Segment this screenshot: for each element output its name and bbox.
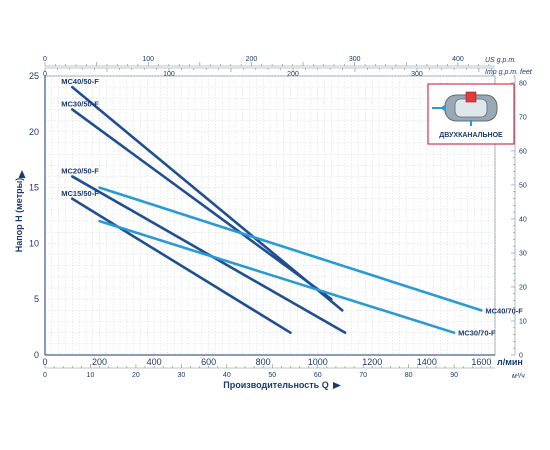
top-us-tick-label: 0 xyxy=(43,56,47,63)
bottom-m3h-tick-label: 60 xyxy=(314,372,322,379)
right-feet-tick-label: 40 xyxy=(519,216,527,223)
series-label: MC30/50-F xyxy=(61,99,99,108)
x-axis-title: Производительность Q xyxy=(223,380,328,390)
bottom-m3h-tick-label: 70 xyxy=(359,372,367,379)
x-tick-label: 800 xyxy=(256,357,271,367)
inset-label: ДВУХКАНАЛЬНОЕ xyxy=(439,132,503,139)
series-label: MC30/70-F xyxy=(458,329,496,338)
y-tick-label: 15 xyxy=(29,183,39,193)
top-us-tick-label: 200 xyxy=(246,56,258,63)
right-feet-tick-label: 10 xyxy=(519,318,527,325)
x-tick-labels: 0 200 400 600 800 1000 1200 1400 1600 xyxy=(42,357,491,367)
bottom-m3h-tick-label: 30 xyxy=(177,372,185,379)
series-line xyxy=(98,186,483,312)
series-label: MC20/50-F xyxy=(61,166,99,175)
top-us-tick-label: 300 xyxy=(349,56,361,63)
right-feet-tick-label: 30 xyxy=(519,250,527,257)
x-tick-label: 1000 xyxy=(308,357,328,367)
top-imp-tick-label: 100 xyxy=(163,71,175,78)
x-tick-label: 1600 xyxy=(471,357,491,367)
right-feet-tick-label: 80 xyxy=(519,80,527,87)
top-imp-gpm-axis: 0 100 200 300 xyxy=(43,67,495,78)
right-feet-axis: 0 10 20 30 40 50 60 70 80 xyxy=(511,75,527,360)
y-axis-title: Напор H (метры) xyxy=(14,178,24,253)
bottom-m3h-tick-label: 20 xyxy=(132,372,140,379)
x-tick-label: 200 xyxy=(92,357,107,367)
x-unit-label: л/мин xyxy=(497,357,523,367)
x-tick-label: 1200 xyxy=(362,357,382,367)
x-tick-label: 1400 xyxy=(417,357,437,367)
grid xyxy=(44,75,496,356)
bottom-m3h-tick-label: 0 xyxy=(43,372,47,379)
y-tick-label: 25 xyxy=(29,71,39,81)
y-tick-label: 10 xyxy=(29,238,39,248)
bottom-m3h-tick-label: 40 xyxy=(223,372,231,379)
x-axis-arrow-icon xyxy=(333,382,341,389)
top-us-axis-label: US g.p.m. xyxy=(485,57,516,64)
bottom-m3h-tick-label: 10 xyxy=(87,372,95,379)
y-tick-label: 0 xyxy=(34,350,39,360)
right-feet-axis-label: feet xyxy=(520,69,533,76)
y-axis-arrow-icon xyxy=(18,170,26,178)
y-tick-label: 20 xyxy=(29,127,39,137)
top-us-tick-label: 100 xyxy=(142,56,154,63)
bottom-m3h-axis-label: м³/ч xyxy=(512,373,525,380)
top-us-tick-label: 400 xyxy=(452,56,464,63)
top-us-gpm-axis: 0 100 200 300 400 xyxy=(43,56,495,67)
y-tick-labels: 0 5 10 15 20 25 xyxy=(29,71,39,360)
y-tick-label: 5 xyxy=(34,294,39,304)
x-tick-label: 0 xyxy=(42,357,47,367)
axes xyxy=(44,76,495,356)
series-line xyxy=(70,197,292,334)
bottom-m3h-tick-label: 80 xyxy=(405,372,413,379)
series-label: MC40/70-F xyxy=(485,306,523,315)
bottom-m3h-axis: 0 10 20 30 40 50 60 70 80 90 xyxy=(43,364,495,379)
series-labels: MC40/50-F MC30/50-F MC20/50-F MC15/50-F MC40… xyxy=(61,77,523,338)
bottom-m3h-tick-label: 90 xyxy=(450,372,458,379)
series-label: MC15/50-F xyxy=(61,189,99,198)
top-imp-tick-label: 0 xyxy=(43,71,47,78)
series-line xyxy=(98,219,456,334)
top-imp-tick-label: 300 xyxy=(411,71,423,78)
x-tick-label: 400 xyxy=(147,357,162,367)
series-label: MC40/50-F xyxy=(61,77,99,86)
x-tick-label: 600 xyxy=(201,357,216,367)
right-feet-tick-label: 60 xyxy=(519,148,527,155)
series-lines xyxy=(70,85,483,334)
top-imp-tick-label: 200 xyxy=(287,71,299,78)
right-feet-tick-label: 20 xyxy=(519,284,527,291)
top-imp-axis-label: Imp g.p.m. xyxy=(485,69,518,76)
bottom-m3h-tick-label: 50 xyxy=(268,372,276,379)
series-line xyxy=(70,108,333,301)
right-feet-tick-label: 70 xyxy=(519,114,527,121)
impeller-icon xyxy=(432,91,498,126)
right-feet-tick-label: 0 xyxy=(519,353,523,360)
impeller-inset: ДВУХКАНАЛЬНОЕ xyxy=(427,83,515,145)
right-feet-tick-label: 50 xyxy=(519,182,527,189)
